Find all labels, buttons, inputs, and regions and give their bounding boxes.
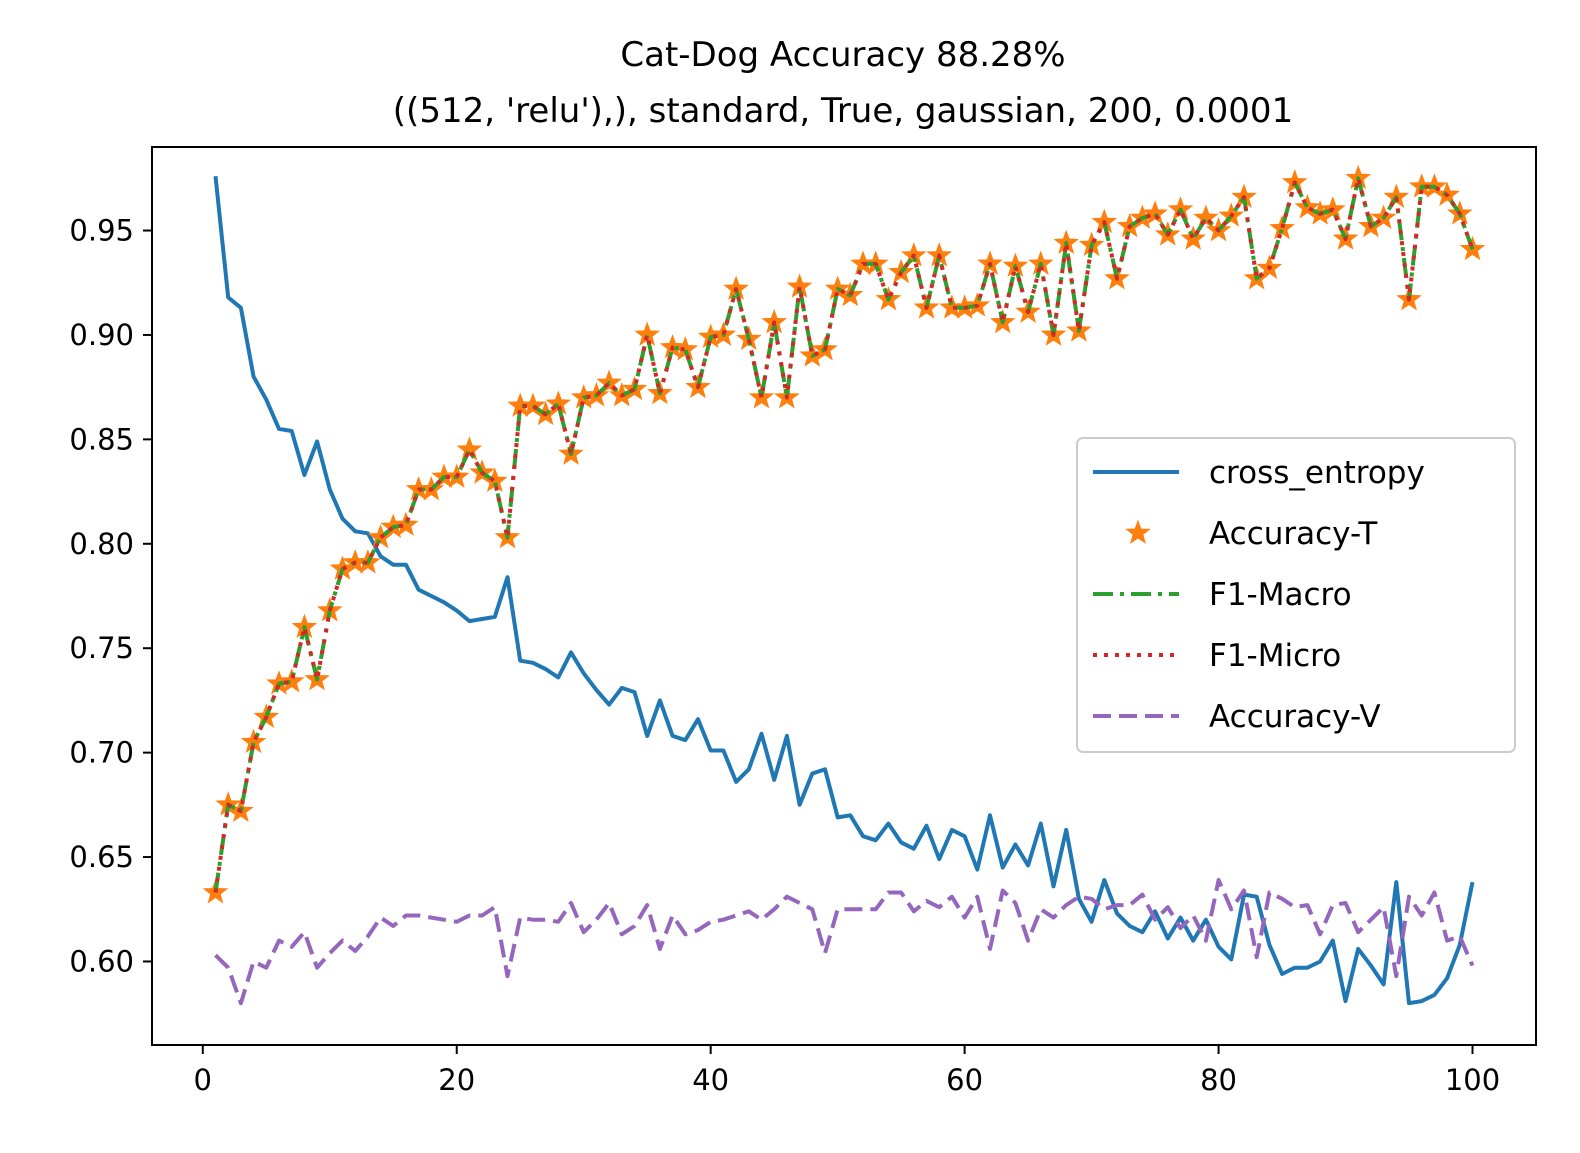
legend-item-accuracy-t: Accuracy-T	[1125, 516, 1378, 552]
x-tick-label: 80	[1200, 1063, 1237, 1097]
x-tick-label: 100	[1445, 1063, 1500, 1097]
legend-label-cross-entropy: cross_entropy	[1209, 455, 1425, 491]
legend-item-cross-entropy: cross_entropy	[1093, 455, 1425, 491]
legend: cross_entropy Accuracy-T F1-Macro F1-Micro A…	[1076, 437, 1516, 753]
legend-item-f1-micro: F1-Micro	[1093, 638, 1341, 674]
chart-title: Cat-Dog Accuracy 88.28%	[620, 35, 1065, 75]
marker-accuracy-t	[1193, 204, 1219, 229]
axes-frame	[151, 146, 1537, 1046]
y-tick-label: 0.70	[69, 736, 134, 770]
series-f1-macro	[213, 176, 1475, 893]
legend-marker-accuracy-t	[1125, 519, 1151, 544]
x-tick-label: 60	[946, 1063, 983, 1097]
legend-item-f1-macro: F1-Macro	[1093, 577, 1352, 613]
axes-layer: 0 20 40 60 80 100 0.60 0.65 0.70 0.75 0.80 0.85 0.90…	[69, 146, 1537, 1097]
y-tick-label: 0.95	[69, 214, 134, 248]
legend-label-accuracy-v: Accuracy-V	[1209, 699, 1381, 735]
marker-accuracy-t	[1142, 200, 1168, 225]
series-f1-micro	[213, 176, 1475, 893]
chart-subtitle: ((512, 'relu'),), standard, True, gaussi…	[393, 91, 1293, 131]
line-accuracy-v	[214, 878, 1475, 1006]
legend-item-accuracy-v: Accuracy-V	[1093, 699, 1381, 735]
y-tick-label: 0.60	[69, 944, 134, 978]
y-tick-label: 0.75	[69, 631, 134, 665]
y-tick-label: 0.85	[69, 422, 134, 456]
marker-accuracy-t	[520, 392, 546, 417]
marker-accuracy-t	[278, 668, 305, 693]
x-tick-label: 0	[194, 1063, 212, 1097]
line-f1-micro	[213, 176, 1475, 893]
marker-accuracy-t	[1180, 225, 1206, 250]
series-accuracy-v	[214, 878, 1475, 1006]
series-layer	[202, 164, 1486, 1006]
legend-box	[1076, 437, 1516, 753]
x-tick-label: 20	[438, 1063, 475, 1097]
marker-accuracy-t	[393, 511, 419, 536]
x-tick-label: 40	[692, 1063, 729, 1097]
y-tick-label: 0.80	[69, 527, 134, 561]
y-tick-label: 0.65	[69, 840, 134, 874]
legend-label-accuracy-t: Accuracy-T	[1209, 516, 1378, 552]
legend-label-f1-micro: F1-Micro	[1209, 638, 1341, 674]
line-f1-macro	[213, 176, 1475, 893]
legend-label-f1-macro: F1-Macro	[1209, 577, 1352, 613]
y-tick-label: 0.90	[69, 318, 134, 352]
marker-accuracy-t	[456, 436, 483, 461]
